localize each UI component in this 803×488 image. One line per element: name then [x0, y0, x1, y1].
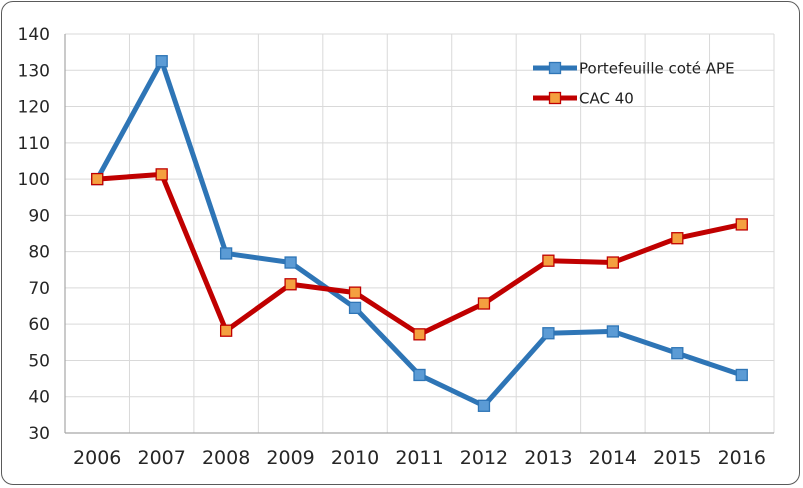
data-point [477, 297, 491, 310]
data-point [413, 328, 426, 341]
data-point [735, 218, 748, 231]
x-tick-label: 2015 [653, 447, 701, 469]
x-tick-label: 2011 [395, 447, 443, 469]
y-tick-label: 40 [28, 388, 50, 408]
data-point [348, 286, 362, 299]
series-0 [91, 55, 748, 412]
data-point [219, 247, 233, 260]
legend-entry: CAC 40 [533, 90, 634, 108]
grid-lines [65, 33, 775, 433]
y-tick-label: 90 [28, 206, 50, 226]
data-point [671, 232, 684, 245]
x-tick-label: 2007 [138, 447, 186, 469]
legend-label: Portefeuille coté APE [579, 60, 735, 78]
data-point [348, 301, 362, 315]
y-tick-label: 110 [18, 134, 50, 154]
y-tick-label: 60 [28, 315, 50, 335]
data-point [219, 324, 233, 337]
y-axis-tick-labels: 30 40 50 60 70 80 90 100 110 120 130 140 [18, 25, 50, 444]
x-tick-label: 2013 [524, 447, 572, 469]
y-tick-label: 50 [28, 351, 50, 371]
x-tick-label: 2014 [589, 447, 637, 469]
data-point [284, 278, 297, 291]
legend-marker [548, 61, 562, 75]
y-tick-label: 140 [18, 25, 50, 45]
data-point [542, 327, 555, 340]
legend: Portefeuille coté APE CAC 40 [533, 60, 735, 108]
series-1 [91, 168, 748, 341]
legend-entry: Portefeuille coté APE [533, 60, 735, 78]
y-tick-label: 30 [28, 424, 50, 444]
y-tick-label: 120 [18, 98, 50, 118]
x-tick-label: 2009 [266, 447, 314, 469]
data-point [155, 168, 168, 181]
x-axis-tick-labels: 2006 2007 2008 2009 2010 2011 2012 2013 2014 2015… [73, 447, 766, 469]
series-group [91, 55, 748, 412]
data-point [91, 172, 104, 186]
y-tick-label: 70 [28, 279, 50, 299]
data-point [606, 256, 620, 269]
legend-marker [548, 91, 562, 105]
x-tick-label: 2008 [202, 447, 250, 469]
data-point [413, 368, 426, 382]
x-tick-label: 2006 [73, 447, 121, 469]
x-tick-label: 2012 [460, 447, 508, 469]
y-tick-label: 80 [28, 243, 50, 263]
data-point [284, 256, 297, 269]
x-tick-label: 2016 [718, 447, 766, 469]
data-point [155, 55, 168, 68]
axes [64, 34, 774, 434]
y-tick-label: 100 [18, 170, 50, 190]
data-point [542, 254, 555, 267]
y-tick-label: 130 [18, 61, 50, 81]
data-point [671, 347, 684, 360]
data-point [735, 368, 748, 382]
data-point [477, 399, 491, 412]
legend-label: CAC 40 [579, 90, 634, 108]
data-point [606, 325, 620, 338]
x-tick-label: 2010 [331, 447, 379, 469]
